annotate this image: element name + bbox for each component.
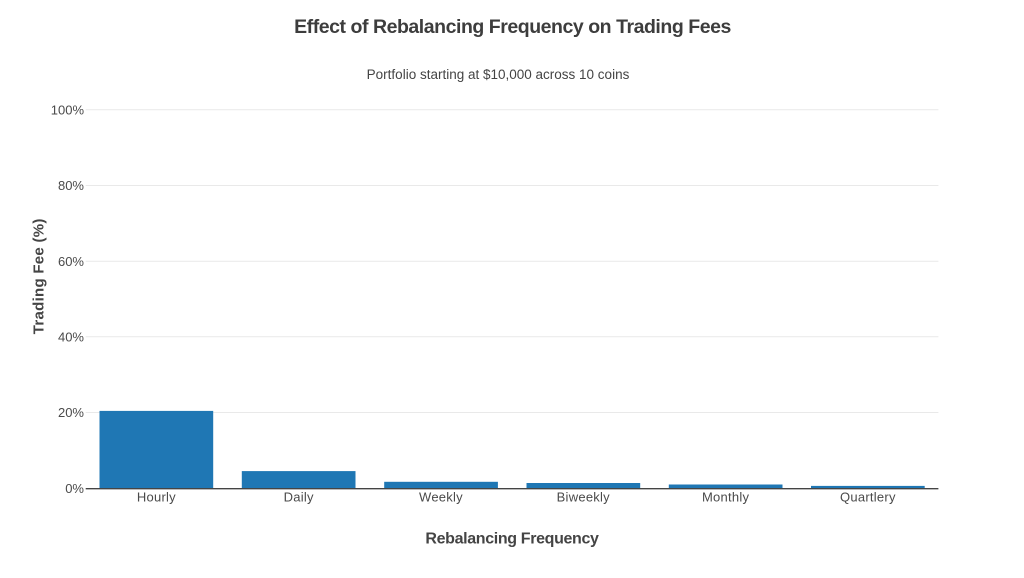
svg-text:Portfolio starting at $10,000: Portfolio starting at $10,000 across 10 … <box>367 67 630 82</box>
svg-text:Hourly: Hourly <box>137 489 176 504</box>
svg-text:Rebalancing Frequency: Rebalancing Frequency <box>425 530 599 547</box>
svg-text:Trading Fee (%): Trading Fee (%) <box>31 218 48 334</box>
svg-text:60%: 60% <box>58 254 84 269</box>
svg-text:Weekly: Weekly <box>419 489 463 504</box>
svg-text:Daily: Daily <box>284 489 314 504</box>
svg-text:40%: 40% <box>58 330 84 345</box>
svg-text:Biweekly: Biweekly <box>557 489 611 504</box>
svg-text:Effect of Rebalancing Frequenc: Effect of Rebalancing Frequency on Tradi… <box>294 16 731 38</box>
svg-text:Monthly: Monthly <box>702 489 750 504</box>
svg-text:80%: 80% <box>58 178 84 193</box>
svg-text:20%: 20% <box>58 405 84 420</box>
svg-text:0%: 0% <box>65 481 84 496</box>
svg-text:100%: 100% <box>51 103 85 118</box>
svg-text:Quartlery: Quartlery <box>840 489 896 504</box>
